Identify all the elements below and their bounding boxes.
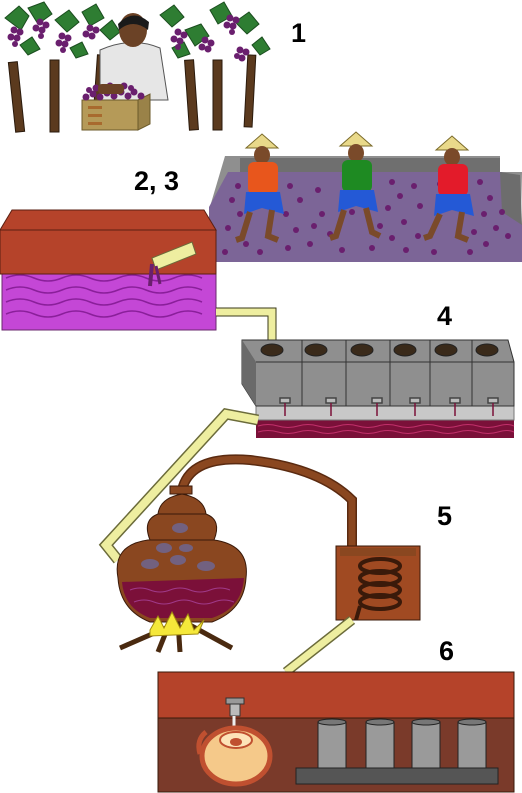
step-label-5: 5 <box>437 501 453 531</box>
step-label-2-3: 2, 3 <box>134 166 180 196</box>
grape-crate <box>81 82 151 131</box>
step-label-6: 6 <box>439 636 455 666</box>
vineyard-scene <box>4 1 271 133</box>
treader-red <box>423 135 474 243</box>
step-label-4: 4 <box>437 301 453 331</box>
step-label-1: 1 <box>291 18 307 48</box>
vine-grape-clusters <box>7 14 250 62</box>
pisco-bottles <box>317 718 487 769</box>
treader-green <box>329 131 382 241</box>
storage-room <box>157 671 515 793</box>
treading-floor <box>209 131 522 262</box>
condenser <box>335 545 421 621</box>
must-tank <box>0 209 217 331</box>
pisco-jar <box>196 725 273 787</box>
alembic-still <box>116 454 357 653</box>
fermentation-vats <box>241 339 515 438</box>
vat-taps <box>279 397 499 416</box>
fire <box>119 610 234 653</box>
treader-orange <box>235 133 284 243</box>
